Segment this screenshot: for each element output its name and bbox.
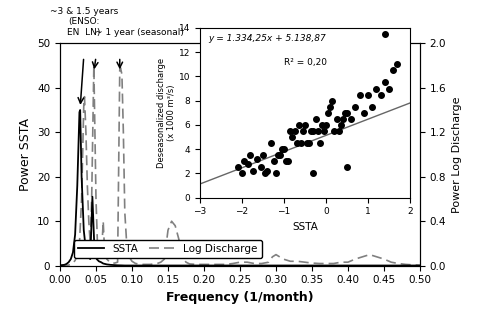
Point	[257, 165, 265, 170]
Point	[376, 92, 384, 97]
Point	[240, 159, 248, 164]
Point	[259, 153, 267, 158]
Point	[290, 129, 298, 133]
Point	[234, 165, 242, 170]
Y-axis label: Deseasonalized discharge
(x 1000 m³/s): Deseasonalized discharge (x 1000 m³/s)	[156, 58, 176, 168]
Point	[368, 104, 376, 109]
Text: y = 1.334,25x + 5.138,87: y = 1.334,25x + 5.138,87	[208, 34, 326, 43]
Log Discharge	[57, 264, 63, 268]
Point	[280, 147, 288, 152]
Point	[347, 116, 355, 121]
Log Discharge	[324, 262, 330, 265]
Point	[356, 92, 364, 97]
SSTA	[77, 108, 83, 112]
Point	[381, 80, 389, 85]
Point	[268, 141, 276, 146]
Line: SSTA: SSTA	[60, 110, 420, 265]
Point	[288, 135, 296, 140]
Text: ~ 1 year (seasonal): ~ 1 year (seasonal)	[95, 28, 184, 36]
Point	[336, 122, 344, 127]
Log Discharge	[417, 264, 423, 267]
Point	[332, 116, 340, 121]
Point	[276, 153, 284, 158]
Point	[326, 104, 334, 109]
Point	[270, 159, 278, 164]
Log Discharge	[402, 263, 408, 266]
Point	[343, 110, 351, 115]
Point	[318, 122, 326, 127]
Point	[314, 129, 322, 133]
Point	[294, 122, 302, 127]
Point	[303, 141, 311, 146]
SSTA	[201, 264, 207, 267]
Point	[341, 110, 349, 115]
Point	[272, 171, 280, 176]
Point	[252, 156, 260, 161]
Y-axis label: Power Log Discharge: Power Log Discharge	[452, 96, 462, 213]
Point	[372, 86, 380, 91]
Point	[320, 129, 328, 133]
Point	[282, 159, 290, 164]
Log Discharge	[91, 64, 97, 67]
Legend: SSTA, Log Discharge: SSTA, Log Discharge	[74, 240, 262, 258]
SSTA	[98, 260, 104, 264]
Point	[261, 171, 269, 176]
Log Discharge	[410, 263, 416, 267]
Point	[297, 141, 305, 146]
SSTA	[100, 262, 106, 265]
Point	[301, 122, 309, 127]
Log Discharge	[81, 104, 87, 108]
Point	[286, 129, 294, 133]
Text: R² = 0,20: R² = 0,20	[284, 58, 327, 67]
SSTA	[57, 264, 63, 267]
SSTA	[94, 257, 100, 261]
X-axis label: SSTA: SSTA	[292, 222, 318, 232]
Point	[299, 129, 307, 133]
Point	[334, 129, 342, 133]
Point	[274, 153, 281, 158]
Point	[343, 165, 351, 170]
Point	[310, 129, 318, 133]
X-axis label: Frequency (1/month): Frequency (1/month)	[166, 291, 314, 304]
Point	[316, 141, 324, 146]
SSTA	[78, 175, 84, 179]
SSTA	[90, 195, 96, 199]
Point	[385, 86, 393, 91]
Point	[352, 104, 360, 109]
Point	[305, 141, 313, 146]
Point	[310, 171, 318, 176]
Text: ~3 & 1.5 years
(ENSO:
EN  LN): ~3 & 1.5 years (ENSO: EN LN)	[50, 7, 118, 36]
Point	[360, 110, 368, 115]
Y-axis label: Power SSTA: Power SSTA	[18, 118, 32, 191]
Point	[284, 159, 292, 164]
Point	[322, 122, 330, 127]
Point	[263, 169, 271, 174]
Point	[324, 110, 332, 115]
Point	[394, 62, 402, 67]
Log Discharge	[98, 255, 103, 259]
Point	[381, 32, 389, 36]
Point	[292, 141, 300, 146]
Log Discharge	[94, 242, 100, 245]
Point	[246, 153, 254, 158]
Line: Log Discharge: Log Discharge	[60, 66, 420, 266]
Point	[364, 92, 372, 97]
Point	[248, 169, 256, 174]
SSTA	[122, 264, 128, 267]
SSTA	[417, 264, 423, 267]
Point	[389, 68, 397, 73]
Point	[278, 147, 286, 152]
Point	[308, 129, 316, 133]
Point	[312, 116, 320, 121]
Point	[244, 161, 252, 166]
Point	[330, 129, 338, 133]
Point	[339, 116, 347, 121]
Point	[328, 98, 336, 103]
Point	[238, 171, 246, 176]
